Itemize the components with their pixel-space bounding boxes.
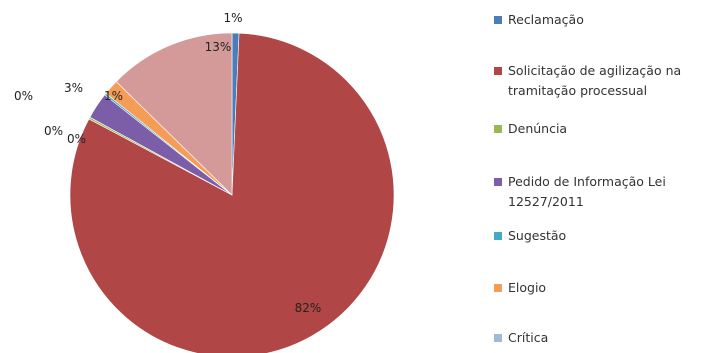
legend-label-3-0: Pedido de Informação Lei: [508, 174, 666, 189]
data-label-4: 0%: [14, 89, 33, 103]
legend-swatch-1: [494, 67, 502, 75]
legend-label-6-0: Crítica: [508, 330, 548, 345]
data-label-2: 0%: [44, 124, 63, 138]
legend-item-2: Denúncia: [494, 121, 567, 136]
chart-legend: Reclamação Solicitação de agilização na tr…: [494, 12, 681, 345]
legend-label-3-1: 12527/2011: [508, 194, 584, 209]
legend-swatch-5: [494, 284, 502, 292]
legend-item-1: Solicitação de agilização na tramitação p…: [494, 63, 681, 98]
legend-swatch-0: [494, 16, 502, 24]
legend-swatch-6: [494, 334, 502, 342]
legend-swatch-2: [494, 125, 502, 133]
legend-item-6: Crítica: [494, 330, 548, 345]
data-label-3: 3%: [64, 81, 83, 95]
data-label-6: 13%: [205, 40, 232, 54]
pie-slice-6: [115, 32, 233, 196]
legend-item-3: Pedido de Informação Lei 12527/2011: [494, 174, 666, 209]
data-label-1: 82%: [295, 301, 322, 315]
legend-item-0: Reclamação: [494, 12, 584, 27]
data-label-5: 1%: [104, 89, 123, 103]
legend-label-0-0: Reclamação: [508, 12, 584, 27]
legend-swatch-3: [494, 178, 502, 186]
pie-slices: [69, 32, 395, 353]
legend-swatch-4: [494, 232, 502, 240]
pie-slice-1: [69, 32, 395, 353]
pie-data-labels: 1% 82% 0% 3% 0% 1% 13% 0%: [14, 11, 321, 315]
data-label-overlap: 0%: [67, 132, 86, 146]
legend-label-5-0: Elogio: [508, 280, 546, 295]
legend-label-1-0: Solicitação de agilização na: [508, 63, 681, 78]
legend-item-4: Sugestão: [494, 228, 566, 243]
legend-label-4-0: Sugestão: [508, 228, 566, 243]
legend-label-2-0: Denúncia: [508, 121, 567, 136]
legend-label-1-1: tramitação processual: [508, 83, 647, 98]
legend-item-5: Elogio: [494, 280, 546, 295]
data-label-0: 1%: [223, 11, 242, 25]
